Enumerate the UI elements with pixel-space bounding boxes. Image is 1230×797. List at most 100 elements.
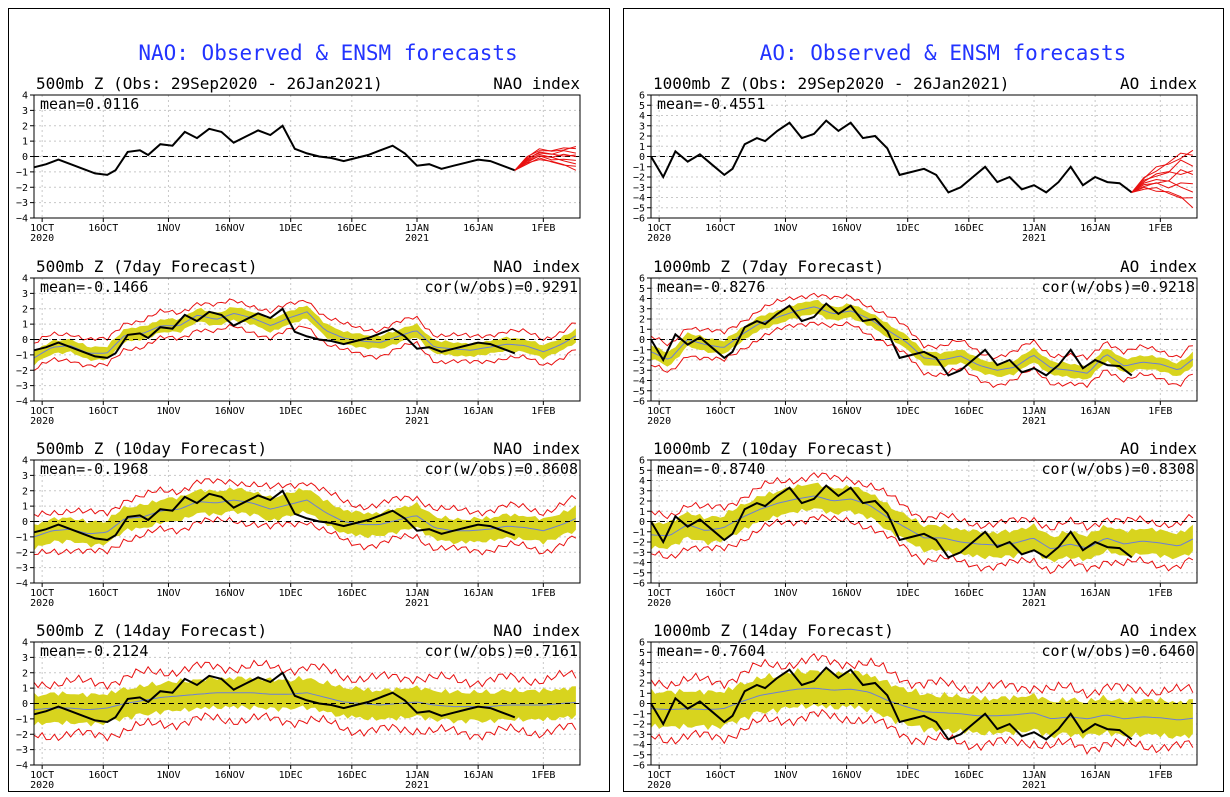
- ao-sub0-ytick-label: 3: [639, 121, 645, 132]
- nao-sub0-xtick-label: 16NOV: [215, 223, 245, 234]
- nao-sub0-member-line: [514, 151, 576, 171]
- ao-sub3-xtick-label: 16NOV: [832, 770, 862, 781]
- ao-sub3-xtick-label: 1NOV: [773, 770, 797, 781]
- ao-panel-title: AO: Observed & ENSM forecasts: [760, 41, 1127, 65]
- nao-sub2-ytick-label: 2: [22, 486, 28, 497]
- ao-sub2-xtick-year: 2020: [647, 598, 671, 609]
- nao-sub2-xtick-label: 16JAN: [463, 588, 493, 599]
- nao-sub1-left-label: 500mb Z (7day Forecast): [36, 257, 258, 276]
- ao-sub2-ytick-label: −4: [633, 558, 645, 569]
- ao-sub1-ytick-label: 4: [639, 294, 645, 305]
- nao-sub3-right-label: NAO index: [493, 621, 580, 640]
- nao-sub0-ytick-label: 4: [22, 91, 28, 102]
- ao-sub0-left-label: 1000mb Z (Obs: 29Sep2020 - 26Jan2021): [653, 74, 1009, 93]
- nao-sub1-mean-text: mean=-0.1466: [40, 278, 148, 296]
- nao-sub3-ytick-label: −4: [16, 761, 28, 772]
- nao-sub1-xtick-label: 16OCT: [88, 406, 118, 417]
- ao-sub2-cor-text: cor(w/obs)=0.8308: [1041, 460, 1195, 478]
- nao-sub2-plume-min: [33, 516, 577, 556]
- ao-sub3-xtick-label: 1FEB: [1148, 770, 1172, 781]
- nao-sub0-ytick-label: −2: [16, 183, 28, 194]
- nao-sub1-right-label: NAO index: [493, 257, 580, 276]
- ao-sub2-xtick-label: 16DEC: [954, 588, 984, 599]
- ao-sub2-xtick-label: 16NOV: [832, 588, 862, 599]
- ao-sub1-chart: 1000mb Z (7day Forecast) AO index −6−5−4−3…: [633, 257, 1198, 427]
- ao-sub1-cor-text: cor(w/obs)=0.9218: [1041, 278, 1195, 296]
- nao-sub2-right-label: NAO index: [493, 439, 580, 458]
- nao-sub2-xtick-label: 16OCT: [88, 588, 118, 599]
- ao-sub1-xtick-label: 16OCT: [705, 406, 735, 417]
- ao-sub0-member-line: [1131, 152, 1193, 193]
- ao-sub2-xtick-label: 1JAN: [1022, 588, 1046, 599]
- nao-sub2-cor-text: cor(w/obs)=0.8608: [424, 460, 578, 478]
- ao-sub3-plume-min: [650, 708, 1194, 755]
- ao-sub1-xtick-label: 1NOV: [773, 406, 797, 417]
- nao-sub0-ytick-label: 1: [22, 137, 28, 148]
- ao-sub0-xtick-year: 2020: [647, 233, 671, 244]
- nao-sub3-chart: 500mb Z (14day Forecast) NAO index −4 −3 −2 −…: [16, 621, 581, 791]
- nao-sub2-xtick-label: 1JAN: [405, 588, 429, 599]
- ao-sub0-ytick-label: 1: [639, 142, 645, 153]
- nao-sub1-xtick-label: 1FEB: [531, 406, 555, 417]
- ao-sub1-ytick-label: 6: [639, 274, 645, 285]
- ao-sub2-ytick-label: 4: [639, 476, 645, 487]
- nao-sub2-xtick-label: 1NOV: [156, 588, 180, 599]
- nao-sub3-observed-line: [33, 671, 516, 724]
- nao-sub2-spread-band: [34, 487, 576, 551]
- nao-sub0-xtick-label: 16JAN: [463, 223, 493, 234]
- nao-sub1-xtick-label: 1OCT: [30, 406, 54, 417]
- ao-sub3-mean-text: mean=-0.7604: [657, 642, 765, 660]
- ao-sub2-ytick-label: 2: [639, 497, 645, 508]
- ao-sub0-ytick-label: 0: [639, 152, 645, 163]
- ao-sub0-observed-line: [650, 119, 1133, 194]
- nao-sub3-ytick-label: 4: [22, 638, 28, 649]
- ao-sub3-ytick-label: 3: [639, 668, 645, 679]
- nao-sub0-ytick-label: −3: [16, 198, 28, 209]
- ao-sub0-xtick-year: 2021: [1022, 233, 1046, 244]
- ao-sub0-xtick-label: 16OCT: [705, 223, 735, 234]
- nao-sub1-xtick-year: 2020: [30, 416, 54, 427]
- ao-sub2-xtick-label: 1FEB: [1148, 588, 1172, 599]
- ao-sub3-left-label: 1000mb Z (14day Forecast): [653, 621, 894, 640]
- nao-sub3-xtick-label: 1JAN: [405, 770, 429, 781]
- ao-sub2-left-label: 1000mb Z (10day Forecast): [653, 439, 894, 458]
- nao-sub1-xtick-label: 1JAN: [405, 406, 429, 417]
- nao-sub3-xtick-label: 16OCT: [88, 770, 118, 781]
- ao-sub0-member-line: [1131, 180, 1194, 193]
- ao-sub2-ytick-label: 1: [639, 507, 645, 518]
- nao-sub0-ytick-label: 0: [22, 152, 28, 163]
- ao-sub0-member-line: [1131, 149, 1194, 193]
- ao-sub2-xtick-year: 2021: [1022, 598, 1046, 609]
- ao-sub2-mean-text: mean=-0.8740: [657, 460, 765, 478]
- ao-sub2-ytick-label: 3: [639, 486, 645, 497]
- ao-sub1-xtick-year: 2020: [647, 416, 671, 427]
- ao-sub2-ytick-label: −3: [633, 548, 645, 559]
- ao-sub1-ytick-label: −6: [633, 397, 645, 408]
- nao-sub2-ytick-label: −2: [16, 548, 28, 559]
- ao-sub2-ytick-label: 5: [639, 466, 645, 477]
- ao-sub0-ytick-label: −3: [633, 183, 645, 194]
- ao-sub3-xtick-year: 2021: [1022, 780, 1046, 791]
- nao-sub0-member-line: [514, 155, 576, 171]
- nao-sub3-ytick-label: 1: [22, 684, 28, 695]
- ao-sub3-cor-text: cor(w/obs)=0.6460: [1041, 642, 1195, 660]
- ao-sub2-xtick-label: 1OCT: [647, 588, 671, 599]
- nao-sub0-xtick-label: 1DEC: [279, 223, 303, 234]
- nao-sub2-ytick-label: −3: [16, 563, 28, 574]
- nao-panel-title: NAO: Observed & ENSM forecasts: [138, 41, 517, 65]
- nao-sub0-member-line: [514, 155, 577, 171]
- nao-sub1-cor-text: cor(w/obs)=0.9291: [424, 278, 578, 296]
- ao-sub3-ytick-label: −3: [633, 730, 645, 741]
- nao-sub1-xtick-year: 2021: [405, 416, 429, 427]
- ao-sub2-ytick-label: −5: [633, 568, 645, 579]
- ao-sub1-ytick-label: −2: [633, 356, 645, 367]
- ao-sub0-xtick-label: 1FEB: [1148, 223, 1172, 234]
- ao-sub3-xtick-label: 16DEC: [954, 770, 984, 781]
- nao-sub1-ytick-label: −4: [16, 397, 28, 408]
- ao-sub3-xtick-label: 16OCT: [705, 770, 735, 781]
- ao-sub0-mean-text: mean=-0.4551: [657, 95, 765, 113]
- ao-sub0-xtick-label: 1OCT: [647, 223, 671, 234]
- nao-sub0-member-line: [514, 147, 576, 171]
- nao-sub1-ytick-label: 1: [22, 320, 28, 331]
